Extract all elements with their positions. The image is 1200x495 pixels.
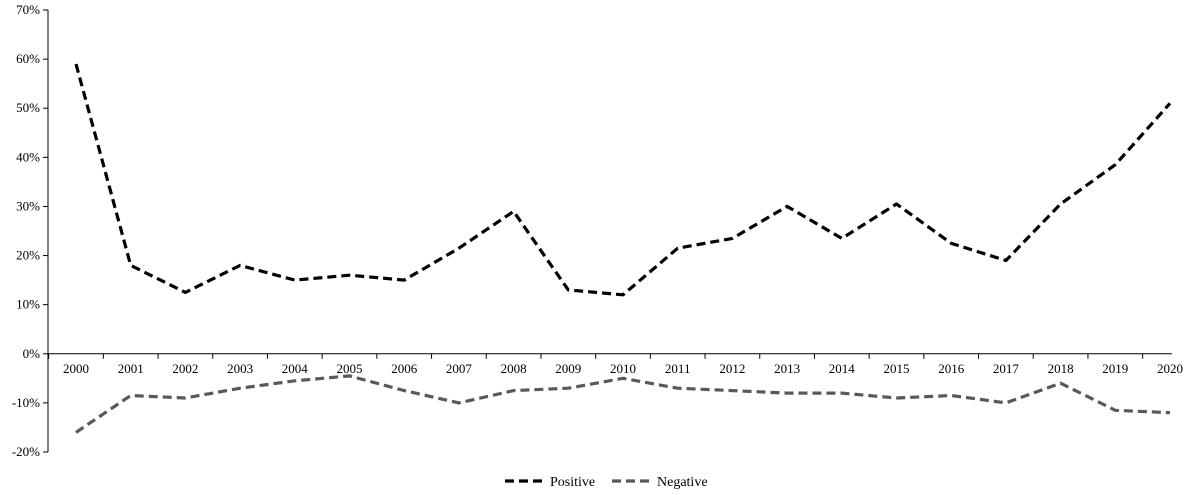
y-axis: 70% 60% 50% 40% 30% 20% 10% 0% -10% -20% xyxy=(12,2,49,459)
y-tick-label: 60% xyxy=(16,51,40,66)
y-tick-label: -20% xyxy=(12,444,40,459)
x-tick-label: 2014 xyxy=(829,361,856,376)
x-tick-label: 2015 xyxy=(884,361,910,376)
x-tick-label: 2003 xyxy=(227,361,253,376)
y-tick-label: 70% xyxy=(16,2,40,17)
y-tick-label: 50% xyxy=(16,100,40,115)
y-tick-label: 20% xyxy=(16,248,40,263)
y-tick-label: 0% xyxy=(23,346,41,361)
y-tick-label: -10% xyxy=(12,395,40,410)
x-tick-label: 2009 xyxy=(555,361,581,376)
x-tick-label: 2002 xyxy=(172,361,198,376)
legend-label-negative: Negative xyxy=(657,475,708,490)
x-tick-label: 2010 xyxy=(610,361,636,376)
x-tick-label: 2011 xyxy=(665,361,691,376)
x-tick-label: 2019 xyxy=(1102,361,1128,376)
x-tick-label: 2006 xyxy=(391,361,418,376)
x-tick-label: 2005 xyxy=(337,361,363,376)
y-tick-label: 30% xyxy=(16,198,40,213)
series-line-negative xyxy=(75,374,1171,434)
series-lines xyxy=(74,63,1172,434)
legend-label-positive: Positive xyxy=(550,475,595,490)
x-tick-label: 2018 xyxy=(1048,361,1074,376)
x-tick-label: 2020 xyxy=(1157,361,1183,376)
x-tick-label: 2007 xyxy=(446,361,473,376)
y-tick-label: 40% xyxy=(16,149,40,164)
y-tick-label: 10% xyxy=(16,297,40,312)
legend: Positive Negative xyxy=(505,475,708,490)
x-tick-label: 2016 xyxy=(938,361,965,376)
series-line-positive xyxy=(74,63,1172,297)
x-tick-label: 2008 xyxy=(501,361,527,376)
x-tick-label: 2013 xyxy=(774,361,800,376)
x-tick-label: 2000 xyxy=(63,361,89,376)
x-tick-label: 2001 xyxy=(118,361,144,376)
x-axis: 2000 2001 2002 2003 2004 2005 2006 2007 2008 2009… xyxy=(48,353,1183,376)
x-tick-label: 2004 xyxy=(282,361,309,376)
x-tick-label: 2017 xyxy=(993,361,1020,376)
x-tick-label: 2012 xyxy=(719,361,745,376)
